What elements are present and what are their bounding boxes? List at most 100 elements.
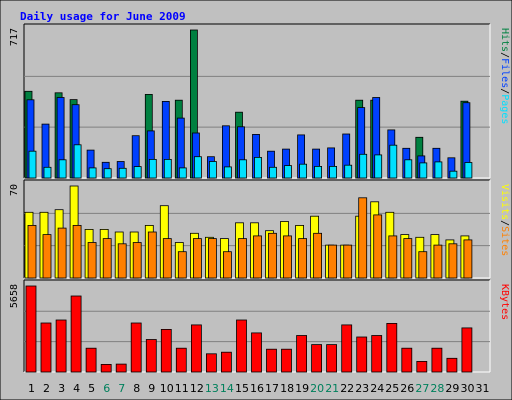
y-max-label: 717 [9, 28, 20, 46]
legend-item-files: Files [499, 58, 510, 88]
bar-pages-day-24 [374, 154, 383, 179]
bar-pages-day-11 [178, 167, 187, 179]
x-tick-label: 20 [310, 382, 324, 395]
bar-pages-day-13 [208, 161, 217, 179]
x-tick-label: 9 [148, 382, 155, 395]
bar-sites-day-28 [433, 244, 443, 279]
x-tick-label: 26 [400, 382, 414, 395]
bar-sites-day-7 [117, 243, 127, 279]
bar-kbytes-day-24 [371, 335, 383, 373]
bar-kbytes-day-12 [190, 324, 202, 373]
series-kbytes [25, 285, 473, 373]
chart-title: Daily usage for June 2009 [20, 10, 186, 23]
x-tick-label: 29 [445, 382, 459, 395]
y-max-label: 70 [9, 184, 20, 196]
bar-sites-day-8 [132, 242, 142, 279]
bar-kbytes-day-23 [356, 336, 368, 373]
x-tick-label: 18 [280, 382, 294, 395]
bar-pages-day-18 [284, 165, 292, 179]
bar-pages-day-28 [434, 161, 443, 179]
bar-sites-day-17 [268, 232, 277, 279]
x-tick-label: 11 [175, 382, 189, 395]
legend-sites-visits: Visits/Sites [499, 184, 510, 256]
bar-pages-day-29 [449, 170, 458, 179]
legend-item-sites: Sites [499, 226, 510, 256]
bar-pages-day-15 [239, 159, 247, 179]
bar-pages-day-7 [118, 167, 127, 179]
bar-pages-day-8 [133, 166, 142, 179]
x-tick-label: 5 [88, 382, 95, 395]
bar-sites-day-4 [72, 224, 82, 279]
bar-kbytes-day-1 [25, 285, 37, 373]
bar-sites-day-9 [147, 231, 157, 279]
bar-sites-day-5 [87, 242, 97, 279]
bar-pages-day-17 [269, 166, 277, 179]
bar-kbytes-day-30 [461, 327, 473, 373]
bar-sites-day-18 [283, 235, 292, 279]
bar-pages-day-10 [163, 158, 172, 179]
bar-pages-day-25 [389, 144, 398, 179]
bar-sites-day-1 [27, 224, 37, 279]
legend-kbytes: KBytes [499, 284, 510, 320]
x-tick-label: 27 [415, 382, 429, 395]
bar-sites-day-2 [42, 234, 52, 279]
bar-sites-day-19 [298, 238, 308, 279]
bar-sites-day-13 [207, 238, 217, 279]
x-tick-label: 19 [295, 382, 309, 395]
bar-kbytes-day-2 [40, 322, 52, 373]
x-tick-label: 16 [250, 382, 264, 395]
bar-sites-day-6 [102, 238, 112, 279]
bar-kbytes-day-25 [386, 322, 398, 373]
bar-pages-day-3 [58, 159, 67, 179]
legend-item-pages: Pages [499, 94, 510, 124]
x-tick-label: 30 [461, 382, 475, 395]
x-tick-label: 24 [370, 382, 384, 395]
y-max-label: 5658 [9, 284, 20, 308]
bar-kbytes-day-13 [205, 353, 217, 373]
bar-pages-day-16 [254, 156, 262, 179]
bar-sites-day-22 [343, 244, 353, 279]
bar-kbytes-day-17 [266, 348, 277, 373]
bar-kbytes-day-4 [70, 295, 82, 373]
bar-pages-day-5 [88, 167, 97, 179]
bar-kbytes-day-15 [236, 319, 247, 373]
legend-item-hits: Hits [499, 28, 510, 52]
series-pages [28, 144, 473, 179]
bar-sites-day-12 [192, 238, 202, 279]
x-tick-label: 21 [325, 382, 339, 395]
bar-pages-day-30 [464, 162, 473, 179]
bar-pages-day-19 [299, 163, 308, 179]
bar-pages-day-23 [359, 153, 368, 179]
bar-kbytes-day-14 [220, 351, 232, 373]
x-tick-label: 7 [118, 382, 125, 395]
bar-pages-day-14 [223, 166, 232, 179]
legend-text: Hits/Files/Pages [499, 28, 510, 124]
bar-sites-day-23 [358, 197, 368, 279]
chart-panels: 717 Hits/Files/Pages 70 Visits/Sites 5658 KBy… [9, 23, 510, 373]
bar-sites-day-3 [57, 227, 67, 279]
bar-sites-day-10 [162, 238, 172, 279]
bar-sites-day-21 [328, 244, 338, 279]
legend-pages-files-hits: Hits/Files/Pages [499, 28, 510, 124]
panel-pages-files-hits: 717 Hits/Files/Pages [9, 23, 510, 179]
bar-sites-day-15 [238, 238, 247, 279]
bar-kbytes-day-26 [401, 347, 413, 373]
x-tick-label: 31 [476, 382, 490, 395]
bar-kbytes-day-8 [130, 322, 142, 373]
bar-sites-day-20 [313, 232, 323, 279]
bar-kbytes-day-18 [281, 348, 292, 373]
bar-sites-day-30 [463, 239, 473, 279]
bar-pages-day-22 [344, 164, 353, 179]
series-sites [27, 197, 473, 279]
bar-kbytes-day-11 [175, 347, 187, 373]
x-tick-label: 22 [340, 382, 354, 395]
bar-pages-day-4 [73, 144, 82, 179]
x-tick-label: 13 [205, 382, 219, 395]
bar-sites-day-24 [373, 214, 383, 279]
bar-sites-day-26 [403, 238, 413, 279]
x-tick-label: 23 [355, 382, 369, 395]
bar-kbytes-day-9 [145, 339, 157, 373]
x-tick-label: 28 [430, 382, 444, 395]
bar-kbytes-day-3 [55, 319, 67, 373]
